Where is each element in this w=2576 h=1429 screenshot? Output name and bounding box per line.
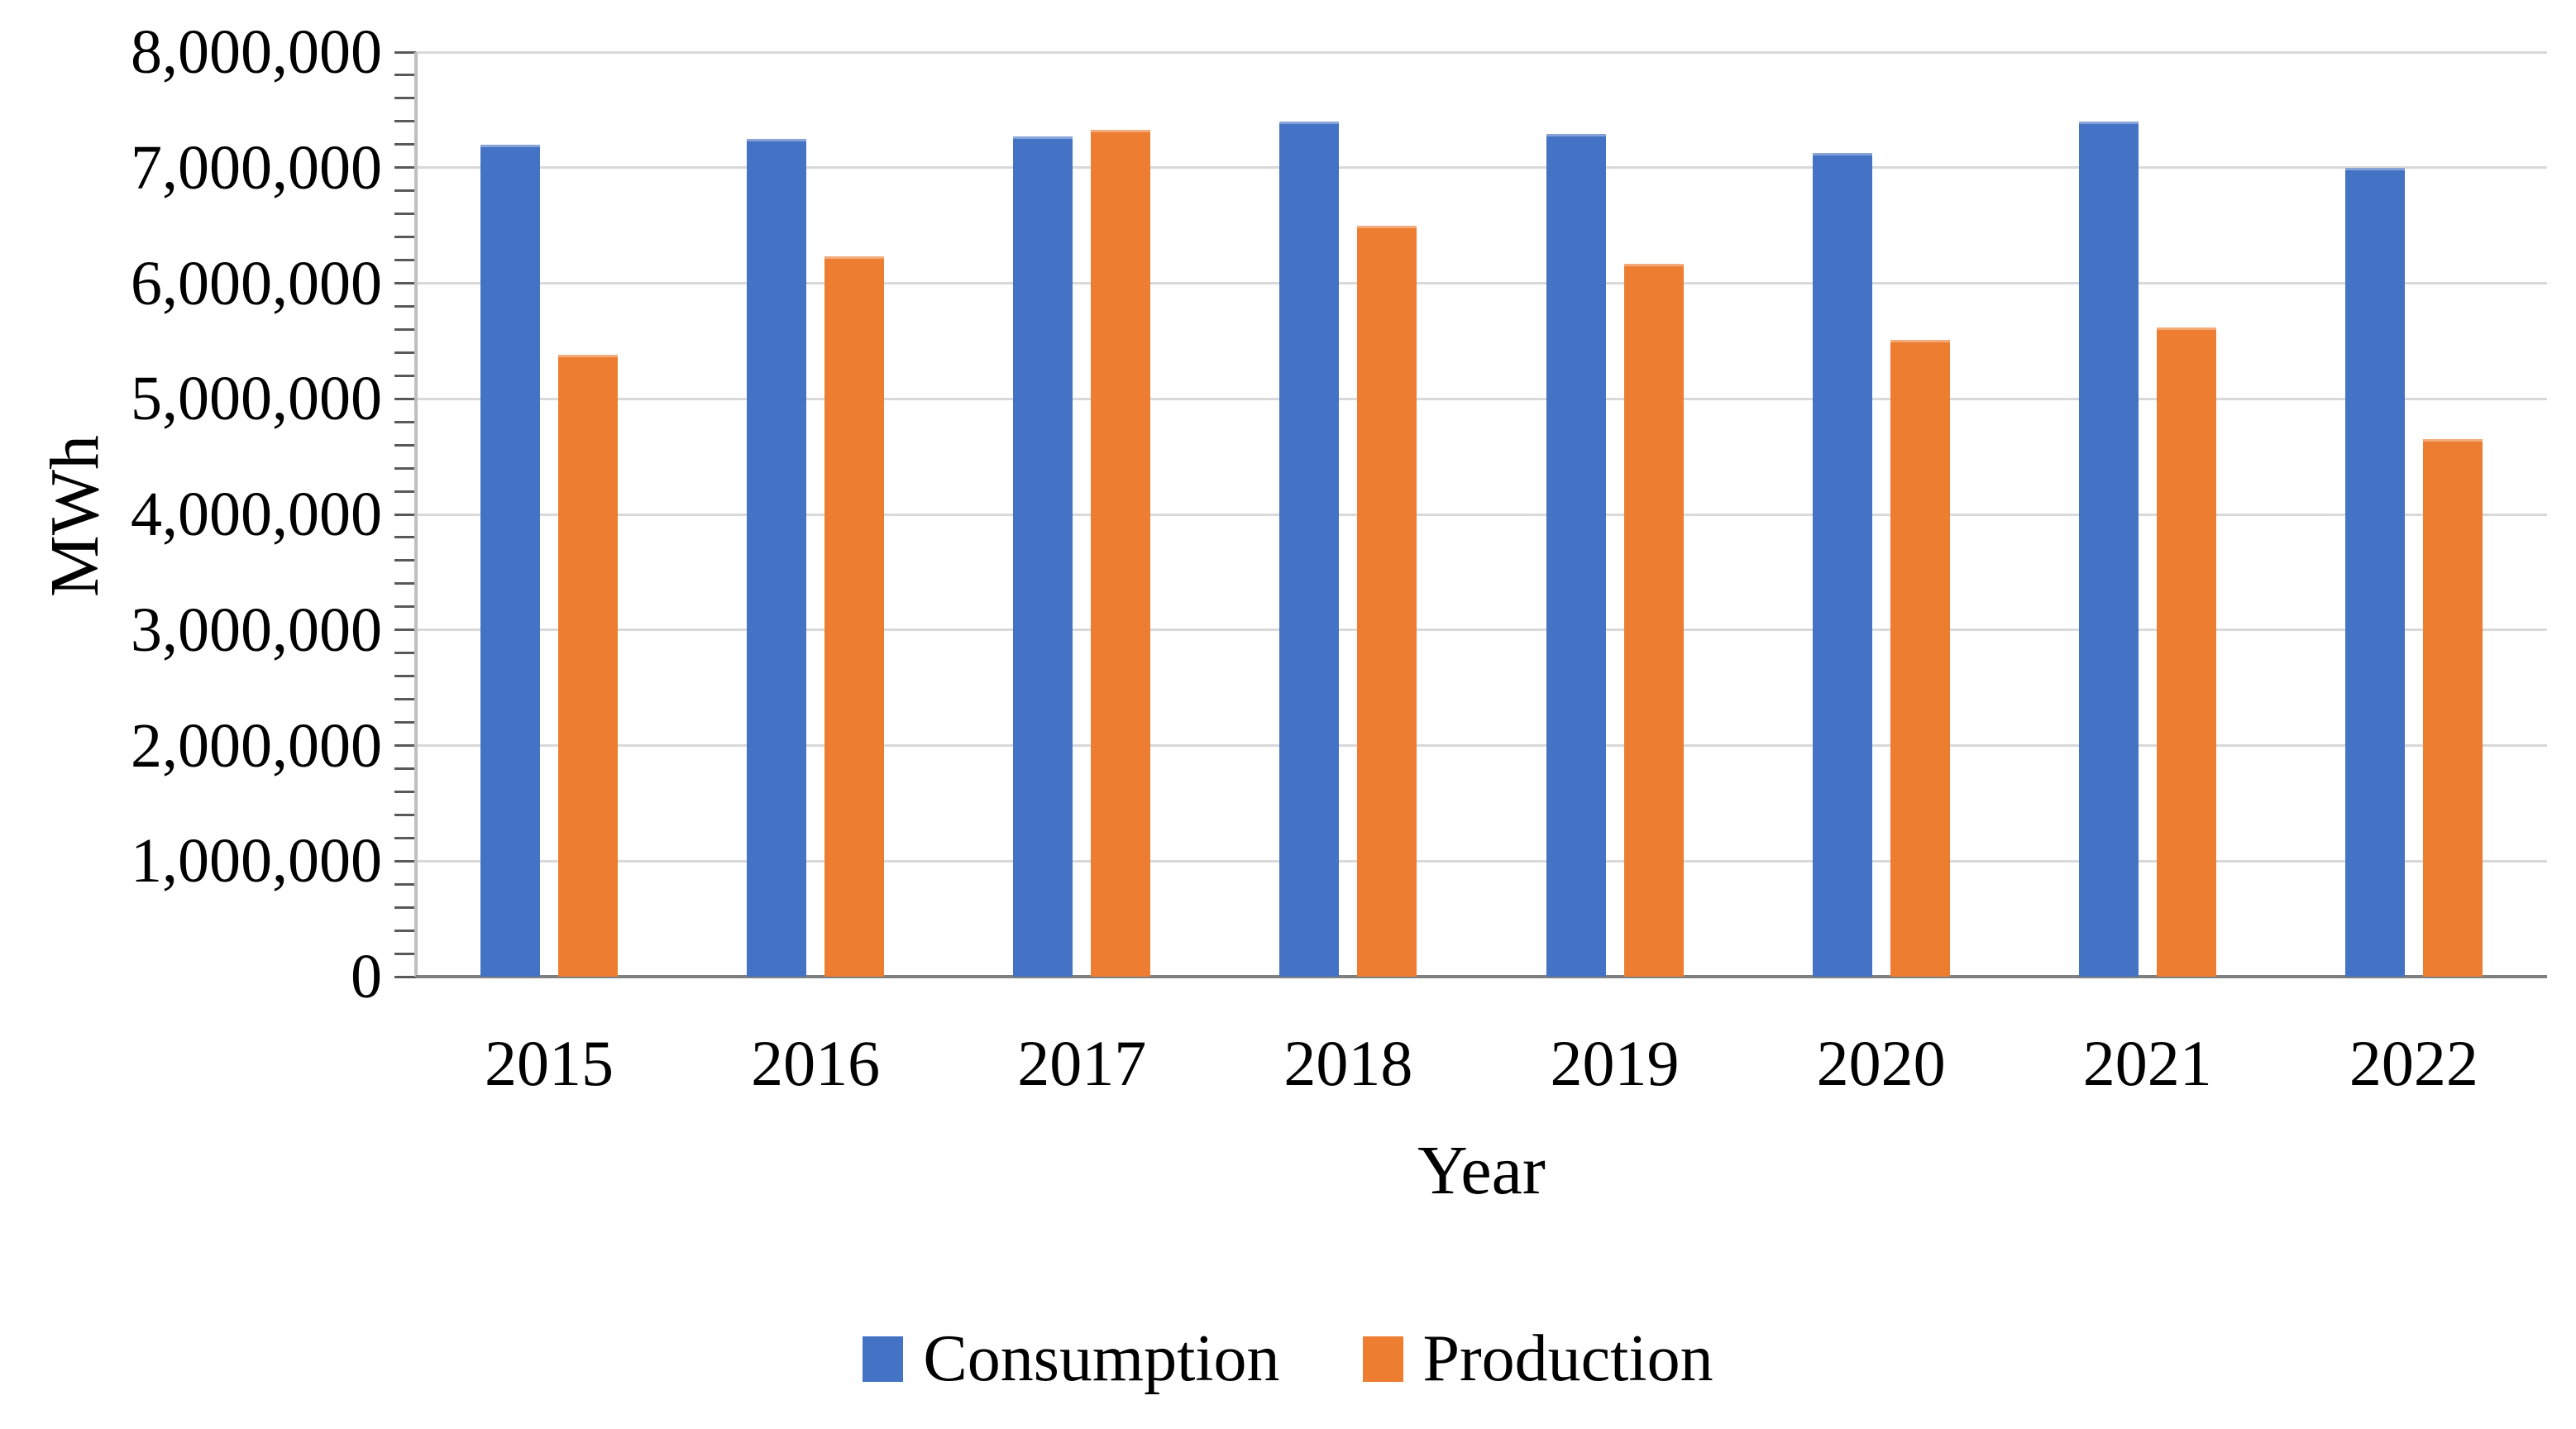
y-axis-tick [394, 605, 416, 609]
y-axis-tick [394, 466, 416, 470]
y-axis-tick [394, 882, 416, 886]
y-axis-tick [394, 351, 416, 354]
legend-swatch-consumption [863, 1336, 904, 1382]
x-tick-label-2018: 2018 [1283, 1027, 1413, 1099]
y-axis-tick [394, 721, 416, 724]
major-gridline-3000000 [416, 628, 2547, 632]
bar-production-2021 [2156, 327, 2216, 977]
legend-label-production: Production [1422, 1322, 1713, 1395]
y-axis-tick [394, 259, 416, 262]
bar-consumption-2015 [480, 144, 541, 977]
y-axis-tick [394, 813, 416, 816]
y-axis-tick [394, 74, 416, 77]
y-axis-tick [394, 397, 416, 400]
x-tick-label-2016: 2016 [751, 1027, 881, 1099]
bar-production-2019 [1623, 263, 1684, 977]
x-tick-label-2015: 2015 [485, 1027, 614, 1099]
x-tick-label-2021: 2021 [2082, 1027, 2212, 1099]
bar-consumption-2019 [1546, 134, 1606, 977]
y-axis-line [414, 52, 418, 977]
y-axis-tick [394, 327, 416, 331]
y-axis-tick [394, 166, 416, 170]
bar-production-2015 [558, 355, 619, 977]
bar-consumption-2017 [1013, 136, 1073, 977]
x-tick-label-2022: 2022 [2349, 1027, 2478, 1099]
y-axis-tick [394, 582, 416, 585]
y-axis-tick [394, 790, 416, 793]
y-axis-tick [394, 536, 416, 539]
bar-consumption-2021 [2078, 121, 2139, 977]
bar-production-2020 [1890, 339, 1950, 977]
y-tick-label-3000000: 3,000,000 [131, 595, 382, 665]
y-tick-label-7000000: 7,000,000 [131, 132, 382, 203]
bar-production-2022 [2422, 439, 2483, 977]
y-axis-tick [394, 374, 416, 377]
y-axis-tick [394, 859, 416, 863]
y-tick-label-8000000: 8,000,000 [131, 17, 382, 87]
y-axis-tick [394, 236, 416, 239]
y-axis-tick [394, 282, 416, 284]
x-tick-label-2017: 2017 [1017, 1027, 1147, 1099]
y-tick-label-1000000: 1,000,000 [131, 826, 382, 896]
bar-consumption-2020 [1812, 152, 1872, 977]
bar-production-2016 [824, 256, 885, 977]
y-axis-tick [394, 652, 416, 655]
x-tick-label-2020: 2020 [1816, 1027, 1946, 1099]
major-gridline-8000000 [416, 50, 2547, 54]
y-axis-tick [394, 929, 416, 932]
y-axis-tick [394, 420, 416, 423]
bar-consumption-2022 [2344, 167, 2405, 977]
y-axis-tick [394, 50, 416, 54]
y-axis-tick [394, 143, 416, 146]
y-axis-tick [394, 213, 416, 216]
major-gridline-2000000 [416, 744, 2547, 747]
y-axis-tick [394, 189, 416, 193]
y-axis-tick [394, 513, 416, 516]
x-axis-line [416, 975, 2547, 978]
y-axis-tick [394, 906, 416, 909]
major-gridline-5000000 [416, 397, 2547, 400]
major-gridline-4000000 [416, 513, 2547, 516]
bar-consumption-2016 [747, 138, 807, 977]
y-tick-label-6000000: 6,000,000 [131, 248, 382, 318]
legend-swatch-production [1362, 1336, 1403, 1382]
y-axis-tick [394, 304, 416, 308]
y-axis-tick [394, 443, 416, 447]
x-tick-label-2019: 2019 [1550, 1027, 1680, 1099]
y-axis-tick [394, 698, 416, 701]
major-gridline-1000000 [416, 859, 2547, 863]
major-gridline-7000000 [416, 166, 2547, 170]
major-gridline-6000000 [416, 282, 2547, 284]
y-axis-tick [394, 120, 416, 123]
y-axis-tick [394, 975, 416, 978]
y-tick-label-4000000: 4,000,000 [131, 480, 382, 549]
chart-legend: Consumption Production [0, 1321, 2576, 1396]
y-axis-tick [394, 675, 416, 678]
y-axis-tick [394, 744, 416, 747]
legend-item-consumption: Consumption [863, 1321, 1280, 1396]
y-tick-label-5000000: 5,000,000 [131, 364, 382, 434]
y-tick-label-2000000: 2,000,000 [131, 710, 382, 781]
y-axis-tick [394, 952, 416, 955]
y-tick-label-0: 0 [351, 942, 382, 1011]
x-axis-title: Year [1417, 1132, 1546, 1209]
bar-production-2017 [1091, 129, 1151, 977]
y-axis-tick [394, 767, 416, 770]
bar-consumption-2018 [1279, 121, 1340, 977]
y-axis-tick [394, 97, 416, 100]
legend-item-production: Production [1362, 1321, 1713, 1396]
bar-production-2018 [1357, 225, 1417, 977]
legend-label-consumption: Consumption [923, 1322, 1280, 1395]
y-axis-tick [394, 490, 416, 493]
y-axis-tick [394, 559, 416, 562]
y-axis-tick [394, 836, 416, 839]
y-axis-tick [394, 628, 416, 632]
